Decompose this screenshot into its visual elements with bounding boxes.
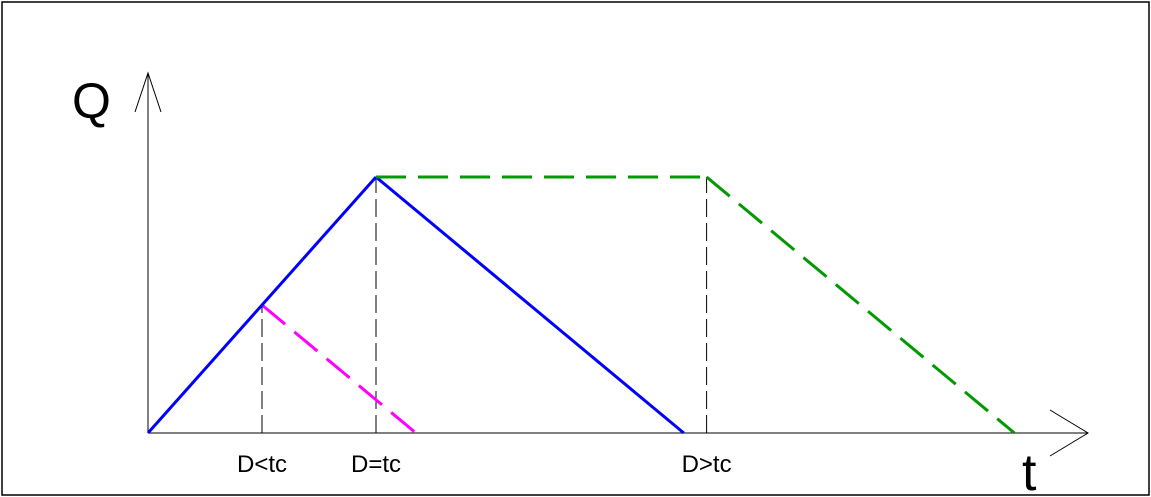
x-axis-title: t (1022, 444, 1037, 497)
y-axis-arrowhead (134, 71, 162, 113)
series-1-segment-1 (375, 175, 685, 435)
x-axis-arrowhead (1049, 409, 1089, 457)
series-0-segment-0 (261, 303, 417, 435)
x-tick-label-0: D<tc (237, 451, 287, 478)
series-2-segment-1 (705, 175, 1016, 435)
y-axis-title: Q (72, 73, 111, 129)
x-tick-label-1: D=tc (351, 451, 401, 478)
series-1-segment-0 (146, 176, 378, 434)
x-tick-label-2: D>tc (682, 451, 732, 478)
